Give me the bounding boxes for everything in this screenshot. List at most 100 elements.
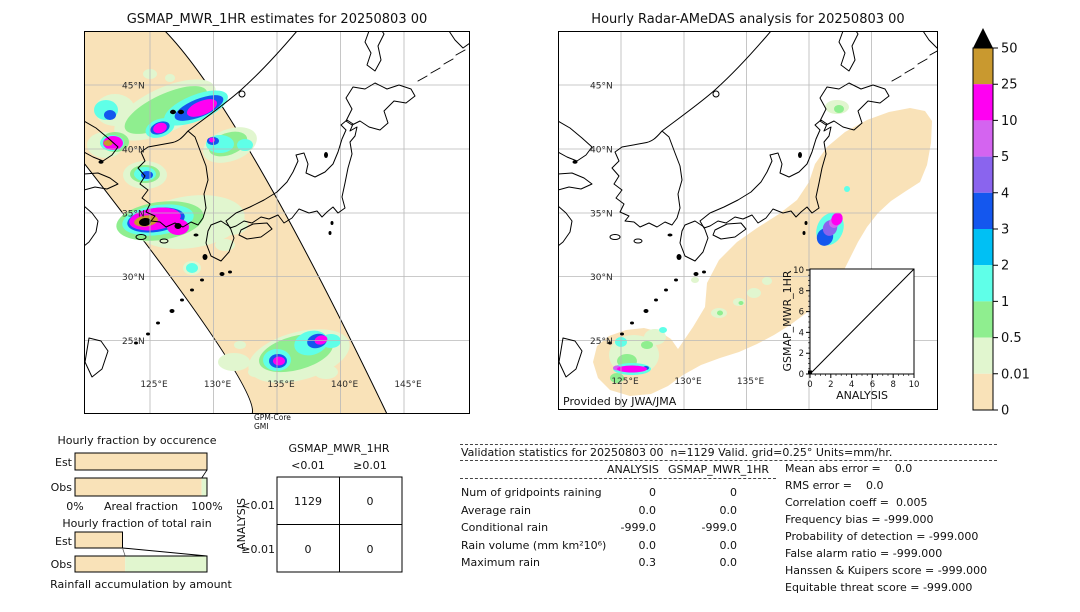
inset-x-ticks: 0 2 4 6 8 10 bbox=[807, 380, 919, 390]
stats-row: Average rain 0.0 0.0 bbox=[461, 504, 791, 519]
stats-col-gsmap: GSMAP_MWR_1HR bbox=[668, 463, 770, 476]
cell-false: 0 bbox=[367, 495, 374, 508]
svg-text:6: 6 bbox=[870, 380, 875, 390]
svg-text:10: 10 bbox=[909, 380, 920, 390]
stats-row: Rain volume (mm km²10⁶) 0.0 0.0 bbox=[461, 539, 791, 554]
stat-analysis: 0 bbox=[649, 486, 656, 499]
lat-labels: 45°N 40°N 35°N 30°N 25°N bbox=[590, 82, 613, 348]
one-to-one-line bbox=[809, 268, 915, 375]
svg-text:0: 0 bbox=[1001, 404, 1009, 419]
score-line: Probability of detection = -999.000 bbox=[785, 530, 979, 543]
svg-text:145°E: 145°E bbox=[394, 380, 422, 390]
swath-edge-east bbox=[164, 31, 388, 414]
radar-coverage bbox=[593, 108, 932, 396]
svg-text:4: 4 bbox=[849, 380, 854, 390]
svg-text:35°N: 35°N bbox=[590, 210, 613, 220]
total-rain-chart: Hourly fraction of total rain Est Obs Ra… bbox=[50, 517, 232, 591]
svg-text:45°N: 45°N bbox=[590, 82, 613, 92]
colorbar-ticks bbox=[993, 47, 998, 411]
row-header-2: ≥0.01 bbox=[241, 543, 275, 556]
obs-bar-frame bbox=[74, 555, 208, 573]
rain-rate-colorbar: 50 25 10 5 4 3 2 1 0.5 0.01 0 bbox=[972, 28, 1030, 419]
svg-text:3: 3 bbox=[1001, 223, 1009, 238]
svg-text:2: 2 bbox=[828, 380, 833, 390]
stats-row: Conditional rain -999.0 -999.0 bbox=[461, 521, 791, 536]
rain-cells bbox=[87, 69, 350, 383]
obs-bar-frame bbox=[74, 477, 208, 497]
connector-line-seg bbox=[122, 547, 126, 557]
svg-text:5: 5 bbox=[1001, 150, 1009, 165]
svg-text:45°N: 45°N bbox=[122, 82, 145, 92]
connector-line bbox=[201, 469, 208, 479]
stat-label: Average rain bbox=[461, 503, 531, 517]
connector-line-total bbox=[122, 547, 208, 557]
validation-statistics: Validation statistics for 20250803 00 n=… bbox=[455, 438, 1080, 612]
svg-text:50: 50 bbox=[1001, 42, 1018, 57]
score-line: Equitable threat score = -999.000 bbox=[785, 581, 973, 594]
divider bbox=[460, 444, 997, 445]
row-header-1: <0.01 bbox=[241, 499, 275, 512]
svg-text:130°E: 130°E bbox=[674, 377, 702, 387]
stat-gsmap: 0.0 bbox=[719, 503, 738, 517]
table-title: GSMAP_MWR_1HR bbox=[288, 442, 389, 455]
col-header-1: <0.01 bbox=[291, 459, 325, 472]
origin-marker bbox=[808, 370, 812, 375]
score-line: False alarm ratio = -999.000 bbox=[785, 547, 943, 560]
svg-text:4: 4 bbox=[799, 328, 804, 338]
cell-correct-neg: 0 bbox=[367, 543, 374, 556]
svg-text:40°N: 40°N bbox=[590, 146, 613, 156]
colorbar-segments bbox=[973, 48, 993, 410]
score-line: Frequency bias = -999.000 bbox=[785, 513, 934, 526]
chart-title: Hourly fraction of total rain bbox=[62, 517, 211, 530]
map-frame bbox=[84, 31, 470, 414]
left-map-title: GSMAP_MWR_1HR estimates for 20250803 00 bbox=[126, 12, 428, 27]
svg-text:1: 1 bbox=[1001, 295, 1009, 310]
axis-label: Areal fraction bbox=[104, 500, 178, 513]
svg-text:10: 10 bbox=[793, 266, 804, 276]
gsmap-swath-map: 45°N 40°N 35°N 30°N 25°N 125°E 130°E 135… bbox=[84, 31, 470, 414]
svg-text:2: 2 bbox=[1001, 259, 1009, 274]
chart-title: Hourly fraction by occurence bbox=[58, 434, 217, 447]
stat-label: Conditional rain bbox=[461, 521, 549, 534]
credit-text: Provided by JWA/JMA bbox=[563, 395, 677, 408]
stats-row: Maximum rain 0.3 0.0 bbox=[461, 556, 791, 571]
svg-text:8: 8 bbox=[799, 287, 804, 297]
obs-bar-seg1 bbox=[75, 478, 202, 496]
stats-header: Validation statistics for 20250803 00 n=… bbox=[461, 446, 893, 459]
divider bbox=[460, 478, 776, 479]
stat-gsmap: 0.0 bbox=[719, 556, 738, 569]
est-bar bbox=[74, 452, 208, 471]
svg-text:30°N: 30°N bbox=[122, 273, 145, 283]
sensor-footnote: GPM-Core GMI bbox=[254, 413, 291, 431]
obs-bar-seg1 bbox=[75, 556, 126, 572]
svg-text:4: 4 bbox=[1001, 186, 1009, 201]
rain-cells bbox=[609, 100, 850, 383]
inset-ylabel: GSMAP_MWR_1HR bbox=[781, 270, 794, 371]
lon-labels: 125°E 130°E 135°E 140°E 145°E bbox=[140, 380, 422, 390]
inset-xlabel: ANALYSIS bbox=[836, 389, 888, 402]
svg-text:140°E: 140°E bbox=[331, 380, 359, 390]
inset-scatter: 0 2 4 6 8 10 0 2 4 6 8 10 ANALYSIS GSMAP… bbox=[781, 266, 919, 402]
stat-analysis: 0.3 bbox=[638, 556, 657, 569]
svg-text:125°E: 125°E bbox=[140, 380, 168, 390]
lat-labels: 45°N 40°N 35°N 30°N 25°N bbox=[122, 82, 145, 348]
stat-gsmap: 0.0 bbox=[719, 538, 738, 552]
est-bar bbox=[74, 531, 123, 549]
svg-text:25°N: 25°N bbox=[590, 337, 613, 347]
svg-text:0.5: 0.5 bbox=[1001, 331, 1022, 346]
obs-bar-seg2 bbox=[201, 478, 207, 496]
col-header-2: ≥0.01 bbox=[353, 459, 387, 472]
radar-amedas-map: 45°N 40°N 35°N 30°N 25°N 125°E 130°E 135… bbox=[558, 31, 938, 410]
svg-text:30°N: 30°N bbox=[590, 273, 613, 283]
svg-text:0: 0 bbox=[807, 380, 812, 390]
divider bbox=[460, 460, 997, 461]
score-line: RMS error = 0.0 bbox=[785, 479, 884, 492]
svg-text:25: 25 bbox=[1001, 78, 1018, 93]
colorbar-labels: 50 25 10 5 4 3 2 1 0.5 0.01 0 bbox=[1001, 42, 1030, 419]
svg-text:6: 6 bbox=[799, 308, 804, 318]
stat-label: Maximum rain bbox=[461, 556, 540, 569]
map-frame bbox=[558, 31, 938, 410]
inset-y-ticks: 0 2 4 6 8 10 bbox=[793, 266, 804, 380]
score-line: Correlation coeff = 0.005 bbox=[785, 496, 928, 509]
cell-hit: 1129 bbox=[294, 495, 322, 508]
